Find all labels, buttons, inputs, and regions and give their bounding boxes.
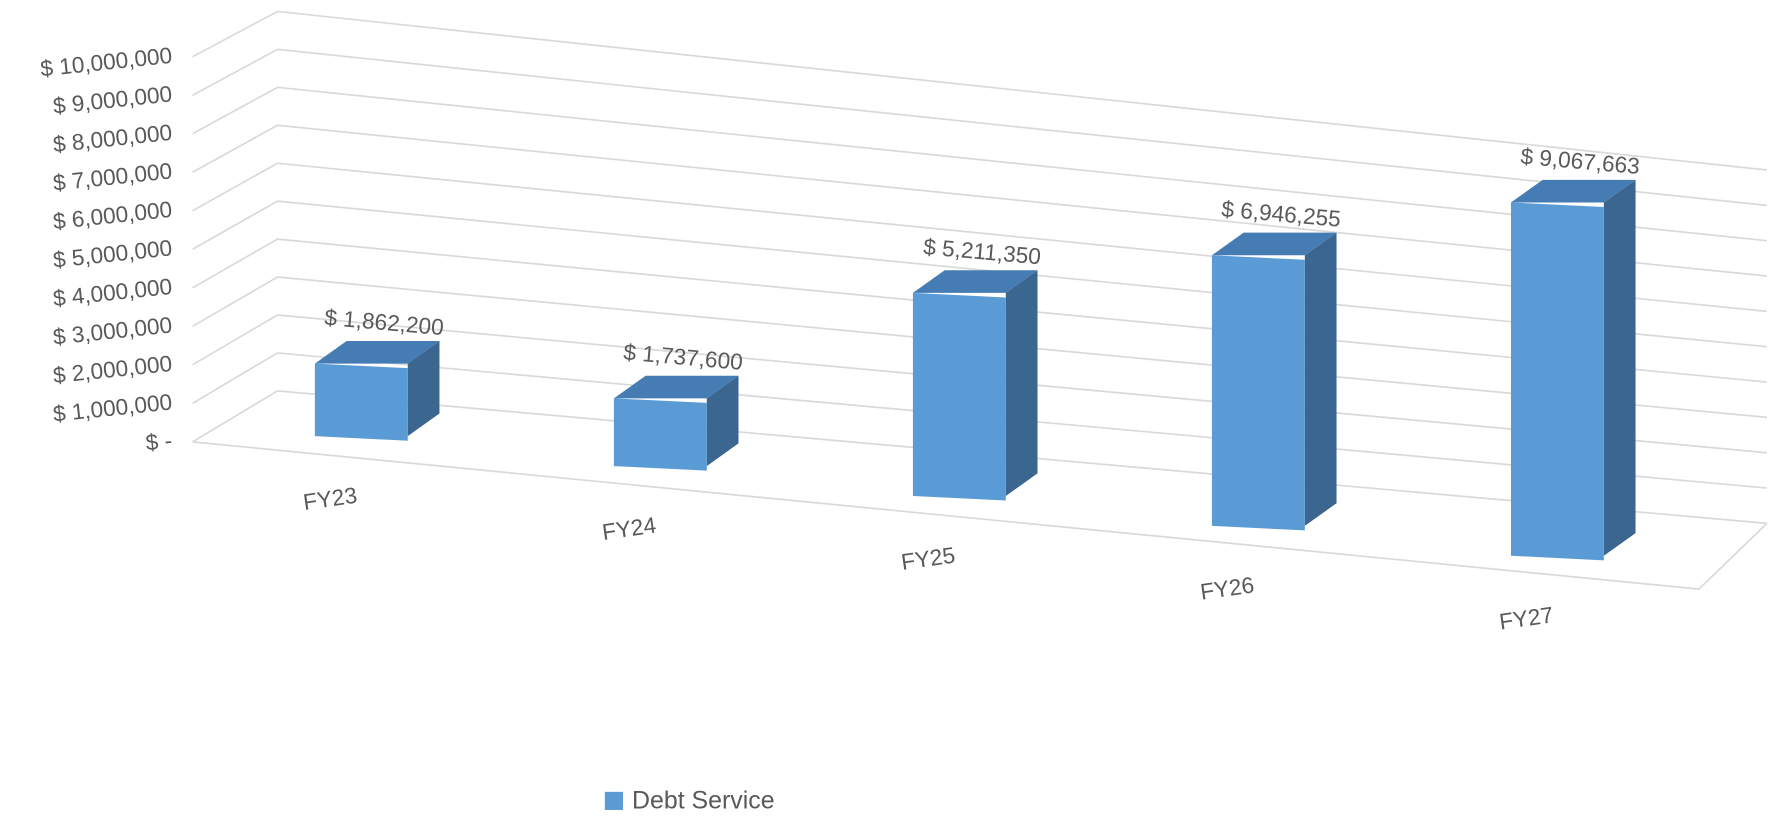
grid-line <box>192 10 1768 171</box>
bar-top <box>613 375 739 399</box>
bar-top <box>1211 232 1337 256</box>
bar-side <box>407 340 440 437</box>
bar-side <box>1005 270 1038 496</box>
y-tick-label: $ 5,000,000 <box>52 234 174 272</box>
y-tick-label: $ - <box>144 427 173 456</box>
grid-line <box>192 86 1768 242</box>
value-label: $ 1,862,200 <box>323 304 444 340</box>
y-tick-label: $ 9,000,000 <box>52 80 174 118</box>
bar-side <box>1603 179 1636 556</box>
value-label: $ 9,067,663 <box>1520 143 1641 179</box>
bar-top <box>912 270 1038 293</box>
x-tick-label: FY27 <box>1498 601 1555 634</box>
y-tick-label: $ 1,000,000 <box>52 388 174 426</box>
legend-label: Debt Service <box>632 787 775 815</box>
y-tick-label: $ 7,000,000 <box>52 157 174 195</box>
y-tick-label: $ 2,000,000 <box>52 350 174 388</box>
x-tick-label: FY26 <box>1199 571 1256 604</box>
floor <box>192 441 1768 590</box>
value-label: $ 6,946,255 <box>1220 195 1341 231</box>
legend-swatch <box>604 791 623 810</box>
x-tick-label: FY23 <box>301 482 358 515</box>
bar <box>1510 202 1604 561</box>
y-tick-label: $ 6,000,000 <box>52 196 174 234</box>
grid-line <box>192 48 1768 207</box>
y-tick-label: $ 10,000,000 <box>39 42 173 82</box>
bar <box>1211 255 1305 531</box>
y-tick-label: $ 3,000,000 <box>52 311 174 349</box>
bar <box>314 363 408 441</box>
bar-side <box>1304 232 1337 526</box>
y-tick-label: $ 8,000,000 <box>52 119 174 157</box>
y-tick-label: $ 4,000,000 <box>52 273 174 311</box>
bar <box>613 398 707 471</box>
value-label: $ 1,737,600 <box>622 339 743 375</box>
grid-line <box>192 124 1768 277</box>
bar-top <box>314 340 440 364</box>
bar-top <box>1510 179 1636 203</box>
value-label: $ 5,211,350 <box>922 233 1042 269</box>
bar <box>912 292 1006 501</box>
bar-side <box>706 375 739 467</box>
x-tick-label: FY24 <box>600 512 657 545</box>
x-tick-label: FY25 <box>900 542 957 575</box>
